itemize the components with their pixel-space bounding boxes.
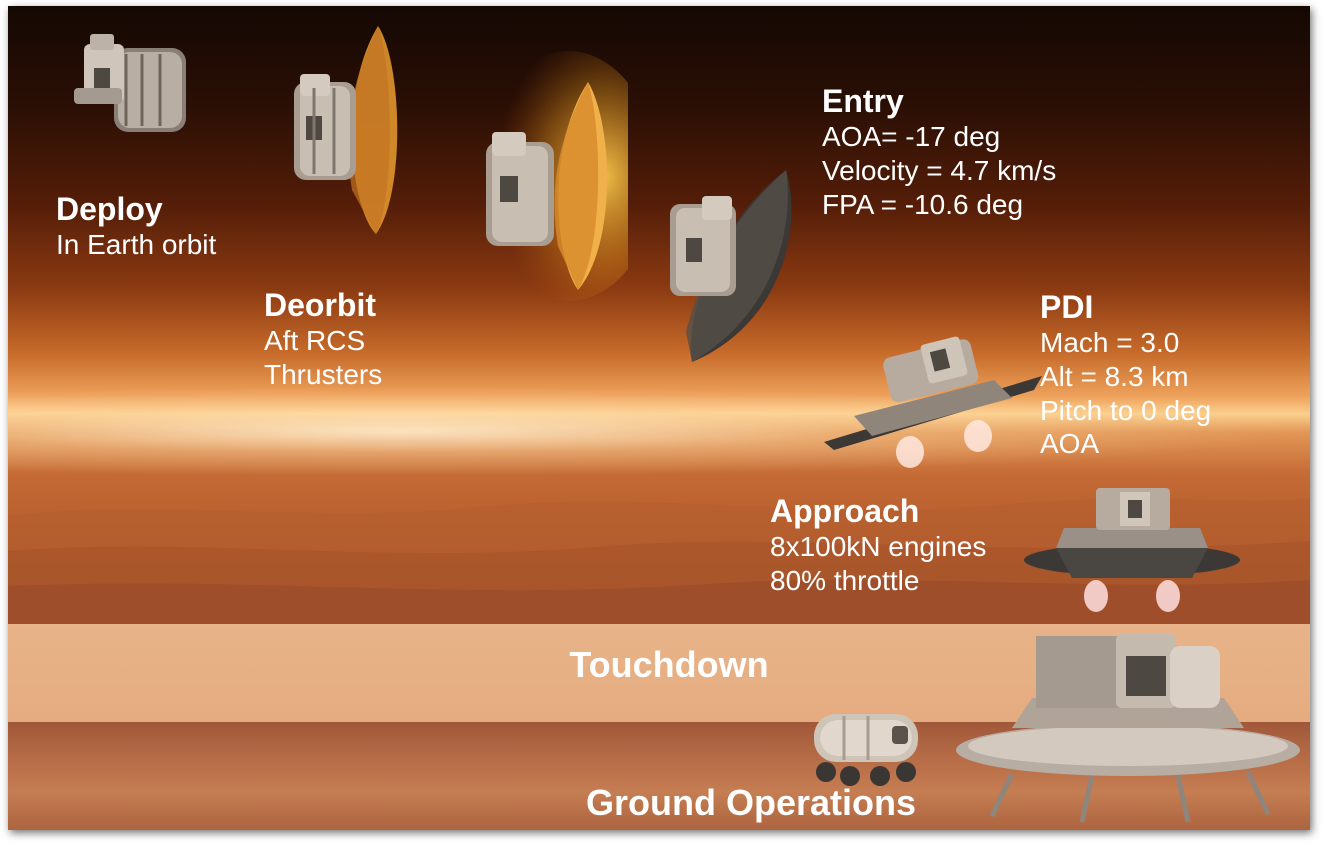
ground-operations-title: Ground Operations	[585, 782, 917, 823]
entry-title: Entry	[822, 83, 904, 119]
entry-line-2: Velocity = 4.7 km/s	[822, 154, 1057, 186]
deorbit-title: Deorbit	[264, 287, 376, 323]
heatshield-vehicle-icon	[294, 26, 398, 234]
deorbit-line-1: Aft RCS	[264, 325, 366, 357]
touchdown-title: Touchdown	[569, 644, 769, 685]
mars-surface-ridges	[8, 498, 1310, 624]
entry-line-3: FPA = -10.6 deg	[822, 188, 1024, 220]
entry-line-1: AOA= -17 deg	[822, 121, 1001, 153]
lander-ground-icon	[956, 634, 1300, 823]
lander-pdi-icon	[824, 336, 1042, 468]
deploy-label: Deploy In Earth orbit	[56, 190, 216, 262]
approach-line-1: 8x100kN engines	[770, 531, 987, 563]
pdi-title: PDI	[1040, 289, 1094, 325]
approach-title: Approach	[770, 493, 920, 529]
approach-line-2: 80% throttle	[770, 564, 920, 596]
pdi-label: PDI Mach = 3.0 Alt = 8.3 km Pitch to 0 d…	[1040, 288, 1211, 461]
entry-label: Entry AOA= -17 deg Velocity = 4.7 km/s F…	[822, 82, 1056, 221]
pdi-line-2: Alt = 8.3 km	[1040, 360, 1189, 392]
pdi-line-3: Pitch to 0 deg	[1040, 394, 1212, 426]
rover-icon	[814, 714, 918, 786]
pdi-line-1: Mach = 3.0	[1040, 327, 1180, 359]
spacecraft-capsule-icon	[74, 34, 186, 132]
deorbit-label: Deorbit Aft RCS Thrusters	[264, 286, 382, 392]
deploy-line-1: In Earth orbit	[56, 229, 217, 261]
entry-vehicle-icon	[670, 170, 792, 362]
lander-approach-icon	[1024, 488, 1240, 612]
approach-label: Approach 8x100kN engines 80% throttle	[770, 492, 986, 598]
pdi-line-4: AOA	[1040, 428, 1100, 460]
heatshield-glow-vehicle-icon	[478, 51, 628, 301]
deploy-title: Deploy	[56, 191, 163, 227]
horizon-haze	[8, 386, 1310, 476]
mission-diagram: Deploy In Earth orbit Deorbit Aft RCS Th…	[8, 6, 1310, 830]
deorbit-line-2: Thrusters	[264, 358, 383, 390]
